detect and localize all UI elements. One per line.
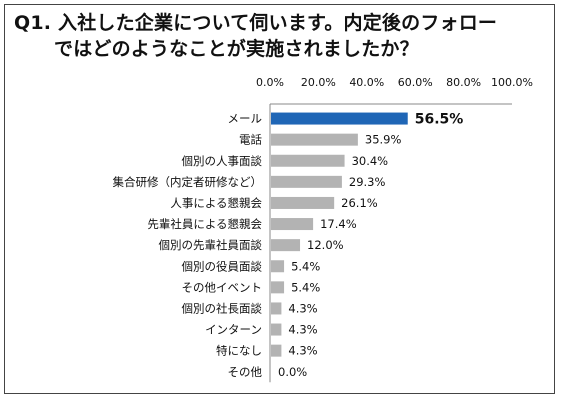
category-label: 個別の役員面談 — [182, 259, 263, 273]
x-tick-label: 60.0% — [398, 76, 433, 89]
category-label: 先輩社員による懇親会 — [147, 217, 262, 231]
category-label: 人事による懇親会 — [170, 196, 262, 210]
x-tick-label: 100.0% — [491, 76, 533, 89]
value-label: 4.3% — [288, 301, 317, 315]
value-label: 35.9% — [365, 133, 402, 147]
value-label: 12.0% — [307, 238, 344, 252]
category-label: 特になし — [216, 344, 262, 358]
x-tick-label: 20.0% — [301, 76, 336, 89]
value-label: 17.4% — [320, 217, 357, 231]
value-label: 5.4% — [291, 259, 320, 273]
bar — [271, 260, 285, 273]
category-label: 個別の社長面談 — [182, 301, 263, 315]
category-label: その他イベント — [182, 280, 263, 294]
bar — [271, 218, 314, 231]
bar — [271, 302, 282, 315]
chart-title: Q1. 入社した企業について伺います。内定後のフォロー ではどのようなことが実施… — [14, 10, 544, 62]
category-label: その他 — [228, 365, 263, 379]
x-tick-label: 0.0% — [256, 76, 284, 89]
bar — [271, 281, 285, 294]
title-line-2: ではどのようなことが実施されましたか？ — [54, 38, 419, 60]
bar — [271, 133, 358, 146]
category-label: インターン — [205, 323, 262, 337]
value-label: 56.5% — [415, 112, 464, 128]
title-line-1: Q1. 入社した企業について伺います。内定後のフォロー — [14, 12, 498, 34]
x-tick-label: 40.0% — [349, 76, 384, 89]
bar — [271, 112, 408, 125]
value-label: 26.1% — [341, 196, 378, 210]
value-label: 30.4% — [352, 154, 389, 168]
value-label: 0.0% — [278, 365, 307, 379]
category-label: 集合研修（内定者研修など） — [113, 175, 263, 189]
category-label: 個別の人事面談 — [182, 154, 263, 168]
value-label: 5.4% — [291, 280, 320, 294]
category-label: 個別の先輩社員面談 — [159, 238, 263, 252]
value-label: 4.3% — [288, 344, 317, 358]
bar — [271, 154, 345, 167]
value-label: 29.3% — [349, 175, 386, 189]
bar — [271, 239, 301, 252]
value-label: 4.3% — [288, 323, 317, 337]
bar — [271, 175, 342, 188]
category-label: メール — [228, 112, 263, 126]
bar — [271, 344, 282, 357]
bar — [271, 196, 335, 209]
category-label: 電話 — [239, 133, 262, 147]
bar — [271, 323, 282, 336]
x-tick-label: 80.0% — [446, 76, 481, 89]
